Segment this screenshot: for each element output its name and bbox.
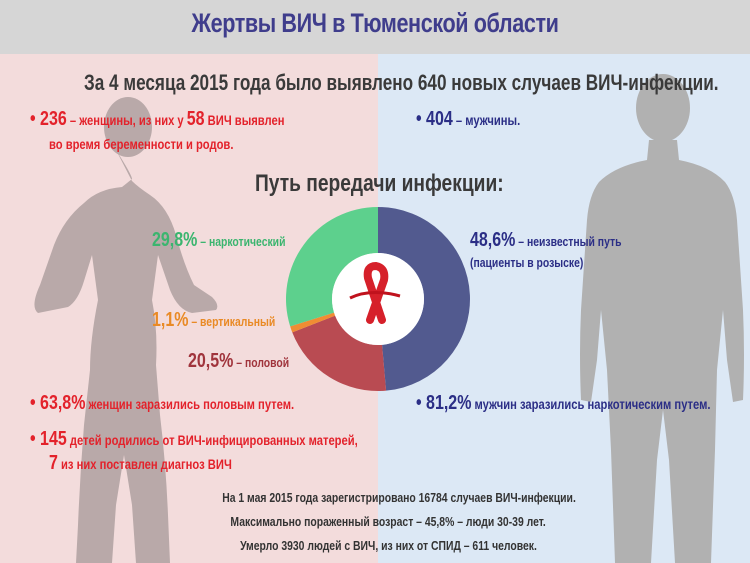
label-unknown: 48,6% – неизвестный путь	[470, 229, 659, 252]
women-count: 236	[40, 108, 67, 130]
men-narcotic-fact: • 81,2% мужчин заразились наркотическим …	[416, 392, 750, 415]
transmission-heading: Путь передачи инфекции:	[255, 170, 566, 198]
women-sexual-text: женщин заразились половым путем.	[85, 396, 294, 412]
sexual-value: 20,5%	[188, 350, 233, 372]
pregnant-count: 58	[187, 108, 205, 130]
sexual-text: – половой	[233, 355, 289, 370]
unknown-value: 48,6%	[470, 229, 515, 251]
women-text2: ВИЧ выявлен	[205, 112, 285, 128]
bottom-note-1: На 1 мая 2015 года зарегистрировано 1678…	[178, 490, 598, 505]
children-fact: • 145 детей родились от ВИЧ-инфицированн…	[30, 428, 440, 451]
narcotic-value: 29,8%	[152, 229, 197, 251]
women-text1: – женщины, из них у	[67, 112, 187, 128]
women-sexual-value: 63,8%	[40, 392, 85, 414]
unknown-text: – неизвестный путь	[515, 234, 621, 249]
children-text: детей родились от ВИЧ-инфицированных мат…	[67, 432, 358, 448]
men-text: – мужчины.	[453, 112, 520, 128]
women-stat-line2: во время беременности и родов.	[49, 136, 280, 152]
children-diag-value: 7	[49, 452, 58, 474]
men-count: 404	[426, 108, 453, 130]
men-stat: • 404 – мужчины.	[416, 108, 546, 131]
label-unknown-note: (пациенты в розыске)	[470, 255, 612, 270]
label-vertical: 1,1% – вертикальный	[152, 309, 306, 332]
men-narcotic-value: 81,2%	[426, 392, 471, 414]
children-diag-fact: 7 из них поставлен диагноз ВИЧ	[49, 452, 278, 475]
children-diag-text: из них поставлен диагноз ВИЧ	[58, 456, 232, 472]
women-stat: • 236 – женщины, из них у 58 ВИЧ выявлен	[30, 108, 348, 131]
vertical-value: 1,1%	[152, 309, 188, 331]
bottom-note-2: Максимально пораженный возраст – 45,8% –…	[178, 514, 598, 529]
subtitle: За 4 месяца 2015 года было выявлено 640 …	[84, 70, 750, 96]
women-sexual-fact: • 63,8% женщин заразились половым путем.	[30, 392, 360, 415]
vertical-text: – вертикальный	[188, 314, 275, 329]
label-narcotic: 29,8% – наркотический	[152, 229, 319, 252]
label-sexual: 20,5% – половой	[188, 350, 314, 373]
children-value: 145	[40, 428, 67, 450]
aids-ribbon-icon	[340, 258, 410, 328]
narcotic-text: – наркотический	[197, 234, 285, 249]
page-title: Жертвы ВИЧ в Тюменской области	[75, 8, 675, 39]
men-narcotic-text: мужчин заразились наркотическим путем.	[471, 396, 710, 412]
bottom-note-3: Умерло 3930 людей с ВИЧ, из них от СПИД …	[178, 538, 598, 553]
